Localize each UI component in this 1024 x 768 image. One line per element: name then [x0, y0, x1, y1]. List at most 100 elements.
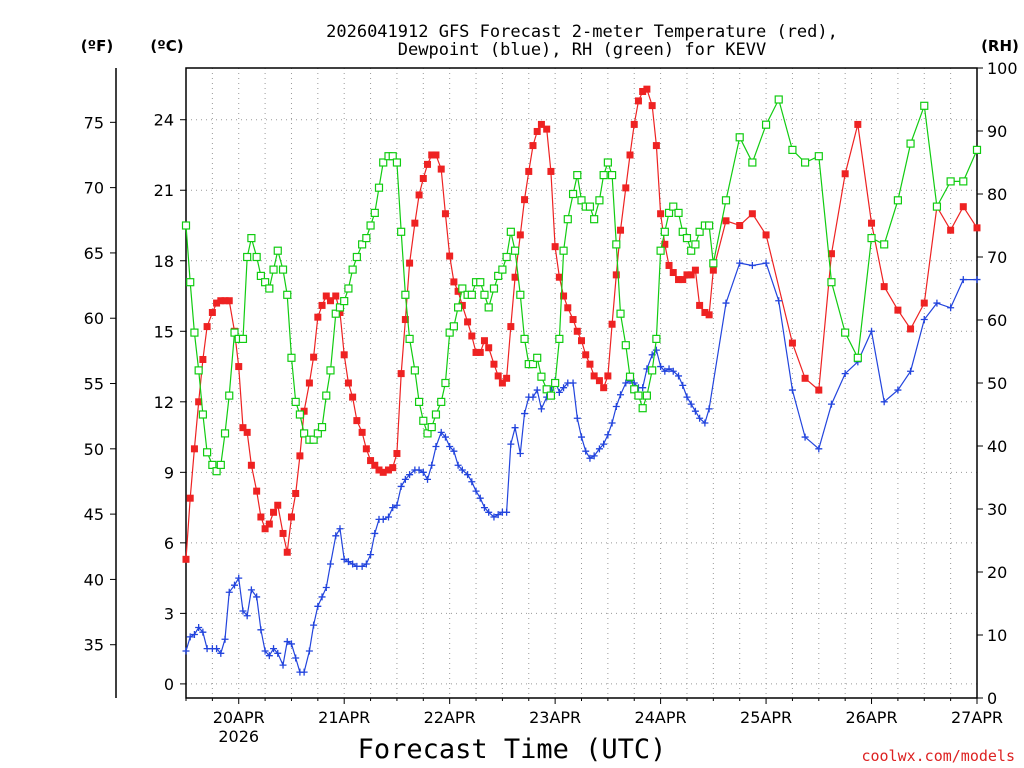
rh-point [494, 271, 503, 280]
rh-point [348, 265, 357, 274]
dewpoint-point [894, 386, 902, 394]
rh-point [278, 265, 288, 274]
dewpoint-point [287, 640, 295, 648]
temperature-point [555, 273, 563, 281]
rh-point [484, 303, 493, 312]
rh-point [397, 227, 406, 236]
dewpoint-point [186, 633, 194, 641]
rh-point [291, 397, 300, 406]
temperature-point [415, 191, 423, 199]
celsius-tick-label: 3 [164, 604, 174, 623]
rh-point [577, 196, 586, 205]
dewpoint-point [415, 466, 423, 474]
temperature-point [239, 424, 247, 432]
dewpoint-point [310, 621, 318, 629]
rh-point [405, 334, 414, 343]
temperature-point [261, 525, 269, 533]
temperature-point [362, 445, 370, 453]
rh-point [853, 353, 862, 362]
temperature-point [801, 374, 809, 382]
temperature-point [608, 320, 616, 328]
dewpoint-point [907, 367, 915, 375]
dewpoint-point [612, 403, 620, 411]
temperature-point [454, 287, 462, 295]
temperature-point [630, 120, 638, 128]
dewpoint-point [494, 511, 502, 519]
temperature-point [560, 292, 568, 300]
temperature-point [762, 231, 770, 239]
dewpoint-point [722, 299, 730, 307]
rh-point [709, 259, 718, 268]
temperature-point [586, 360, 594, 368]
dewpoint-point [595, 445, 603, 453]
fahrenheit-tick-label: 35 [84, 636, 104, 655]
fahrenheit-tick-label: 60 [84, 309, 104, 328]
dewpoint-point [441, 433, 449, 441]
fahrenheit-tick-label: 70 [84, 179, 104, 198]
dewpoint-point [279, 661, 287, 669]
dewpoint-point [476, 494, 484, 502]
x-tick-label: 22APR [424, 708, 476, 727]
temperature-point [494, 372, 502, 380]
rh-point [555, 334, 564, 343]
rh-point [423, 429, 432, 438]
celsius-tick-label: 9 [164, 463, 174, 482]
rh-line [185, 97, 978, 473]
temperature-point [657, 210, 665, 218]
rh-point [419, 416, 428, 425]
rh-point [814, 152, 823, 161]
x-tick-sublabel: 2026 [218, 727, 259, 746]
temperature-point [203, 323, 211, 331]
temperature-point [665, 261, 673, 269]
dewpoint-point [225, 588, 233, 596]
temperature-point [217, 297, 225, 305]
dewpoint-point [195, 623, 203, 631]
x-tick-label: 20APR [213, 708, 265, 727]
temperature-point [582, 351, 590, 359]
temperature-point [235, 363, 243, 371]
rh-point [972, 145, 982, 154]
fahrenheit-tick-label: 45 [84, 505, 104, 524]
fahrenheit-tick-label: 65 [84, 244, 104, 263]
dewpoint-point [801, 433, 809, 441]
dewpoint-point [815, 445, 823, 453]
rh-point [467, 290, 476, 299]
temperature-point [661, 240, 669, 248]
rh-point [630, 385, 639, 394]
temperature-point [458, 301, 466, 309]
temperature-point [533, 127, 541, 135]
temperature-point [182, 555, 190, 563]
rh-point [621, 341, 630, 350]
temperature-point [634, 97, 642, 105]
rh-point [344, 284, 353, 293]
rh-tick-label: 10 [987, 626, 1007, 645]
rh-point [352, 252, 361, 262]
dewpoint-point [221, 635, 229, 643]
x-axis-title: Forecast Time (UTC) [358, 734, 667, 765]
rh-point [625, 372, 635, 381]
rh-point [431, 410, 441, 419]
temperature-point [626, 151, 634, 159]
rh-point [800, 158, 810, 167]
rh-point [648, 366, 657, 375]
dewpoint-point [827, 400, 835, 408]
rh-point [563, 215, 572, 224]
temperature-point [687, 271, 695, 279]
temperature-point [371, 461, 379, 469]
rh-tick-label: 0 [987, 689, 997, 708]
rh-point [247, 234, 256, 243]
dewpoint-point [401, 475, 409, 483]
rh-point [427, 423, 436, 432]
temperature-point [243, 428, 251, 436]
temperature-point [326, 297, 334, 305]
rh-point [559, 246, 568, 255]
rh-point [366, 221, 375, 230]
dewpoint-point [318, 593, 326, 601]
celsius-tick-label: 24 [154, 111, 174, 130]
chart-title-line1: 2026041912 GFS Forecast 2-meter Temperat… [326, 22, 838, 42]
rh-point [573, 171, 582, 180]
dewpoint-point [590, 452, 598, 460]
dewpoint-point [880, 398, 888, 406]
rh-point [634, 391, 643, 400]
rh-point [664, 208, 674, 217]
